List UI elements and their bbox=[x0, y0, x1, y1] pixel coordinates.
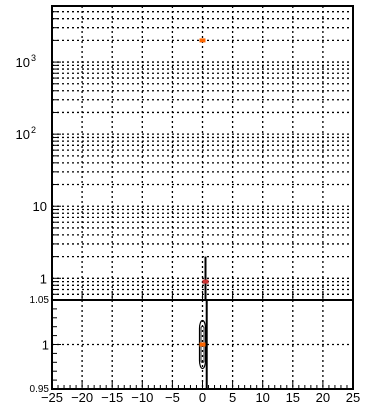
y-tick-label: 0.95 bbox=[30, 384, 50, 395]
x-tick-label: 15 bbox=[286, 390, 300, 405]
y-tick-label-exponent: 2 bbox=[31, 125, 36, 135]
top-panel-ticks bbox=[51, 5, 354, 301]
bottom-panel-data bbox=[198, 300, 208, 389]
x-tick-label: −20 bbox=[71, 390, 93, 405]
y-tick-label: 10 bbox=[16, 55, 30, 70]
bottom-panel-ticks bbox=[51, 299, 354, 390]
x-tick-label: 10 bbox=[255, 390, 269, 405]
x-tick-label: 5 bbox=[229, 390, 236, 405]
top-panel-data bbox=[199, 38, 209, 300]
y-tick-label: 1.05 bbox=[30, 295, 50, 306]
x-tick-label: −25 bbox=[41, 390, 63, 405]
data-point bbox=[199, 38, 206, 43]
data-point bbox=[202, 279, 209, 284]
data-point bbox=[199, 342, 206, 347]
x-tick-label: −10 bbox=[131, 390, 153, 405]
y-tick-label: 1 bbox=[40, 271, 47, 286]
y-tick-label: 10 bbox=[33, 199, 47, 214]
top-panel-grid bbox=[52, 5, 353, 301]
x-tick-label: −15 bbox=[101, 390, 123, 405]
bottom-panel-tick-labels: −25 −20 −15 −10 −5 0 5 10 15 20 25 0.95 1 1.05 bbox=[30, 295, 361, 405]
x-tick-label: 25 bbox=[346, 390, 360, 405]
y-tick-label: 10 bbox=[16, 127, 30, 142]
y-tick-label: 1 bbox=[42, 338, 49, 353]
x-tick-label: −5 bbox=[165, 390, 180, 405]
x-tick-label: 20 bbox=[316, 390, 330, 405]
x-tick-label: 0 bbox=[199, 390, 206, 405]
y-tick-label-exponent: 3 bbox=[31, 53, 36, 63]
